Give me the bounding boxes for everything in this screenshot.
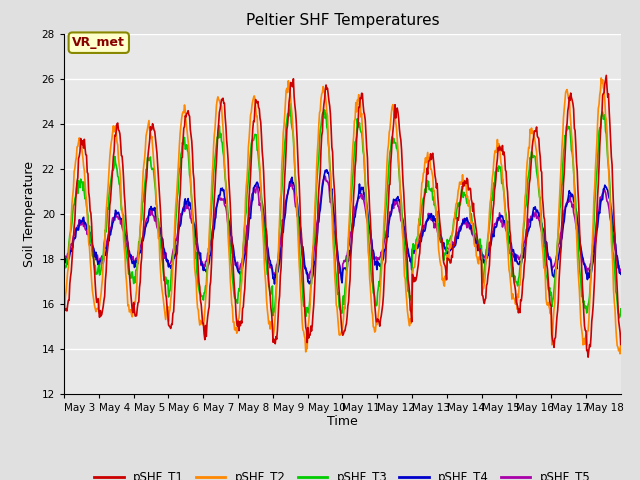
Text: VR_met: VR_met bbox=[72, 36, 125, 49]
pSHF_T4 bbox=[323, 167, 331, 173]
Title: Peltier SHF Temperatures: Peltier SHF Temperatures bbox=[246, 13, 439, 28]
pSHF_T3 bbox=[401, 242, 408, 248]
Line: pSHF_T1: pSHF_T1 bbox=[64, 75, 621, 357]
pSHF_T2 bbox=[125, 309, 133, 315]
pSHF_T3 bbox=[616, 315, 623, 321]
pSHF_T4 bbox=[125, 249, 133, 254]
pSHF_T3 bbox=[432, 206, 440, 212]
pSHF_T5 bbox=[60, 257, 68, 263]
pSHF_T4 bbox=[228, 234, 236, 240]
pSHF_T1 bbox=[602, 72, 610, 78]
pSHF_T5 bbox=[617, 269, 625, 275]
Line: pSHF_T4: pSHF_T4 bbox=[64, 170, 621, 284]
pSHF_T5 bbox=[321, 173, 328, 179]
pSHF_T2 bbox=[616, 351, 624, 357]
pSHF_T2 bbox=[400, 255, 408, 261]
pSHF_T4 bbox=[401, 229, 409, 235]
Legend: pSHF_T1, pSHF_T2, pSHF_T3, pSHF_T4, pSHF_T5: pSHF_T1, pSHF_T2, pSHF_T3, pSHF_T4, pSHF… bbox=[90, 466, 595, 480]
pSHF_T3 bbox=[60, 267, 68, 273]
pSHF_T1 bbox=[584, 354, 592, 360]
pSHF_T1 bbox=[255, 106, 263, 112]
pSHF_T3 bbox=[228, 264, 236, 270]
pSHF_T1 bbox=[125, 270, 133, 276]
pSHF_T1 bbox=[431, 173, 439, 179]
Line: pSHF_T5: pSHF_T5 bbox=[64, 176, 621, 279]
X-axis label: Time: Time bbox=[327, 415, 358, 429]
Line: pSHF_T3: pSHF_T3 bbox=[64, 104, 621, 318]
pSHF_T3 bbox=[255, 165, 263, 170]
pSHF_T3 bbox=[287, 101, 294, 107]
pSHF_T2 bbox=[431, 198, 439, 204]
pSHF_T4 bbox=[60, 259, 68, 264]
pSHF_T5 bbox=[401, 236, 409, 242]
pSHF_T2 bbox=[276, 196, 284, 202]
pSHF_T1 bbox=[400, 190, 408, 195]
pSHF_T3 bbox=[276, 219, 284, 225]
pSHF_T5 bbox=[125, 250, 133, 256]
pSHF_T4 bbox=[277, 245, 285, 251]
pSHF_T1 bbox=[60, 298, 68, 303]
pSHF_T1 bbox=[276, 273, 284, 279]
pSHF_T2 bbox=[255, 158, 263, 164]
pSHF_T2 bbox=[60, 306, 68, 312]
pSHF_T5 bbox=[433, 223, 440, 228]
pSHF_T1 bbox=[617, 342, 625, 348]
pSHF_T2 bbox=[617, 338, 625, 344]
Line: pSHF_T2: pSHF_T2 bbox=[64, 78, 621, 354]
pSHF_T3 bbox=[617, 306, 625, 312]
pSHF_T5 bbox=[255, 203, 263, 208]
pSHF_T2 bbox=[228, 300, 236, 306]
pSHF_T1 bbox=[228, 237, 236, 242]
pSHF_T5 bbox=[276, 240, 284, 246]
pSHF_T5 bbox=[338, 276, 346, 282]
pSHF_T3 bbox=[125, 268, 133, 274]
pSHF_T4 bbox=[617, 271, 625, 277]
pSHF_T4 bbox=[255, 185, 263, 191]
pSHF_T4 bbox=[271, 281, 278, 287]
pSHF_T2 bbox=[597, 75, 605, 81]
pSHF_T5 bbox=[228, 240, 236, 246]
Y-axis label: Soil Temperature: Soil Temperature bbox=[23, 161, 36, 266]
pSHF_T4 bbox=[433, 222, 440, 228]
